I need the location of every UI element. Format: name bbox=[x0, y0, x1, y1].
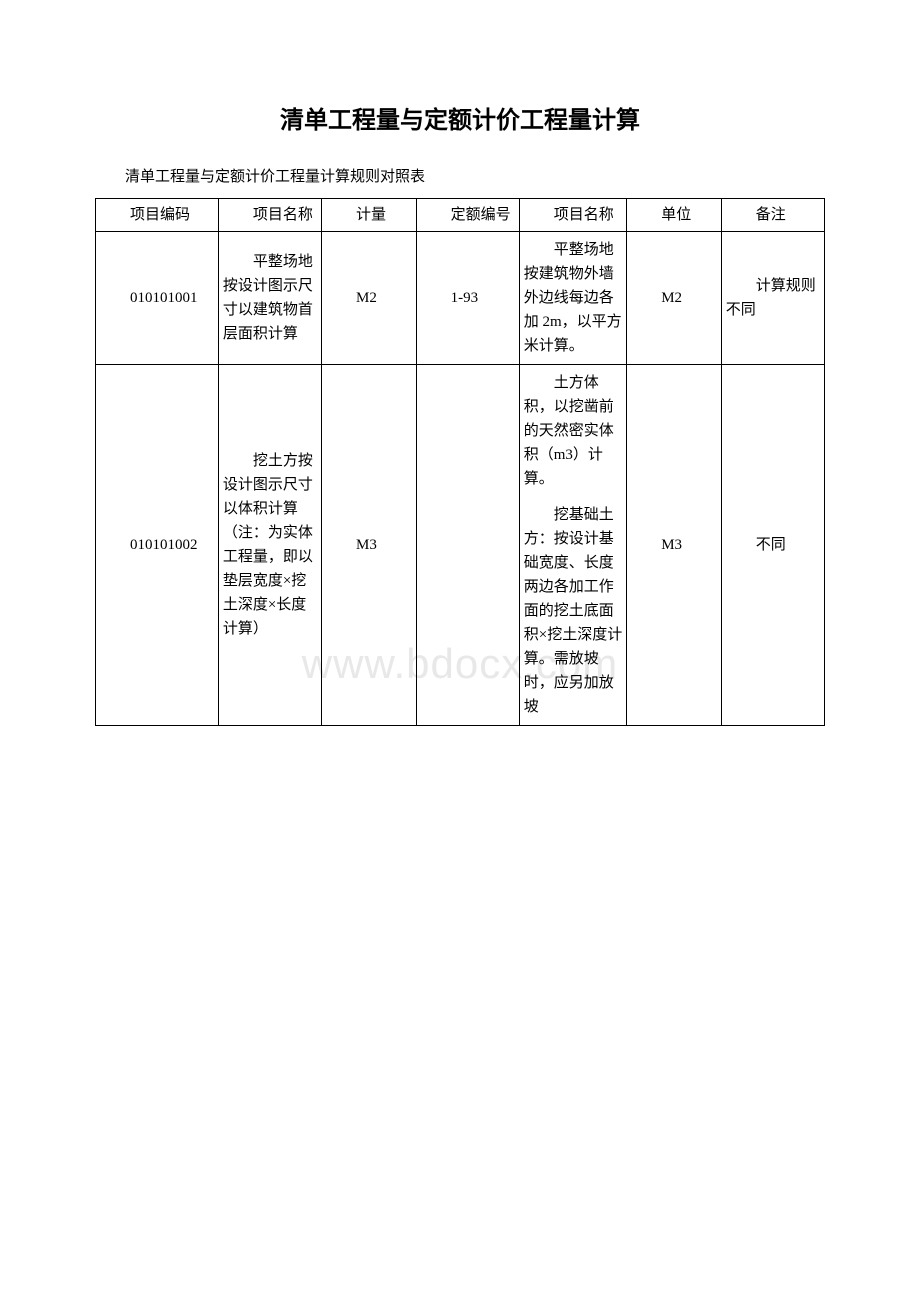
header-quota: 定额编号 bbox=[416, 199, 519, 232]
cell-remark: 计算规则不同 bbox=[721, 232, 824, 365]
header-name1: 项目名称 bbox=[218, 199, 321, 232]
cell-name1: 挖土方按设计图示尺寸以体积计算（注：为实体工程量，即以垫层宽度×挖土深度×长度计… bbox=[218, 365, 321, 726]
header-remark: 备注 bbox=[721, 199, 824, 232]
cell-quota bbox=[416, 365, 519, 726]
page-title: 清单工程量与定额计价工程量计算 bbox=[95, 100, 825, 135]
cell-remark: 不同 bbox=[721, 365, 824, 726]
cell-unit2: M2 bbox=[627, 232, 722, 365]
cell-unit1: M2 bbox=[322, 232, 417, 365]
cell-name2: 平整场地按建筑物外墙外边线每边各加 2m，以平方米计算。 bbox=[519, 232, 626, 365]
header-name2: 项目名称 bbox=[519, 199, 626, 232]
table-container: 项目编码 项目名称 计量 定额编号 项目名称 单位 备注 010101001 平… bbox=[95, 198, 825, 726]
cell-code: 010101001 bbox=[96, 232, 219, 365]
table-row: 010101001 平整场地按设计图示尺寸以建筑物首层面积计算 M2 1-93 … bbox=[96, 232, 825, 365]
table-header-row: 项目编码 项目名称 计量 定额编号 项目名称 单位 备注 bbox=[96, 199, 825, 232]
cell-unit1: M3 bbox=[322, 365, 417, 726]
cell-name2: 土方体积，以挖凿前的天然密实体积（m3）计算。 挖基础土方：按设计基础宽度、长度… bbox=[519, 365, 626, 726]
cell-quota: 1-93 bbox=[416, 232, 519, 365]
header-unit2: 单位 bbox=[627, 199, 722, 232]
comparison-table: 项目编码 项目名称 计量 定额编号 项目名称 单位 备注 010101001 平… bbox=[95, 198, 825, 726]
table-row: 010101002 挖土方按设计图示尺寸以体积计算（注：为实体工程量，即以垫层宽… bbox=[96, 365, 825, 726]
header-code: 项目编码 bbox=[96, 199, 219, 232]
cell-unit2: M3 bbox=[627, 365, 722, 726]
cell-code: 010101002 bbox=[96, 365, 219, 726]
subtitle-text: 清单工程量与定额计价工程量计算规则对照表 bbox=[95, 165, 825, 186]
header-unit1: 计量 bbox=[322, 199, 417, 232]
cell-name1: 平整场地按设计图示尺寸以建筑物首层面积计算 bbox=[218, 232, 321, 365]
